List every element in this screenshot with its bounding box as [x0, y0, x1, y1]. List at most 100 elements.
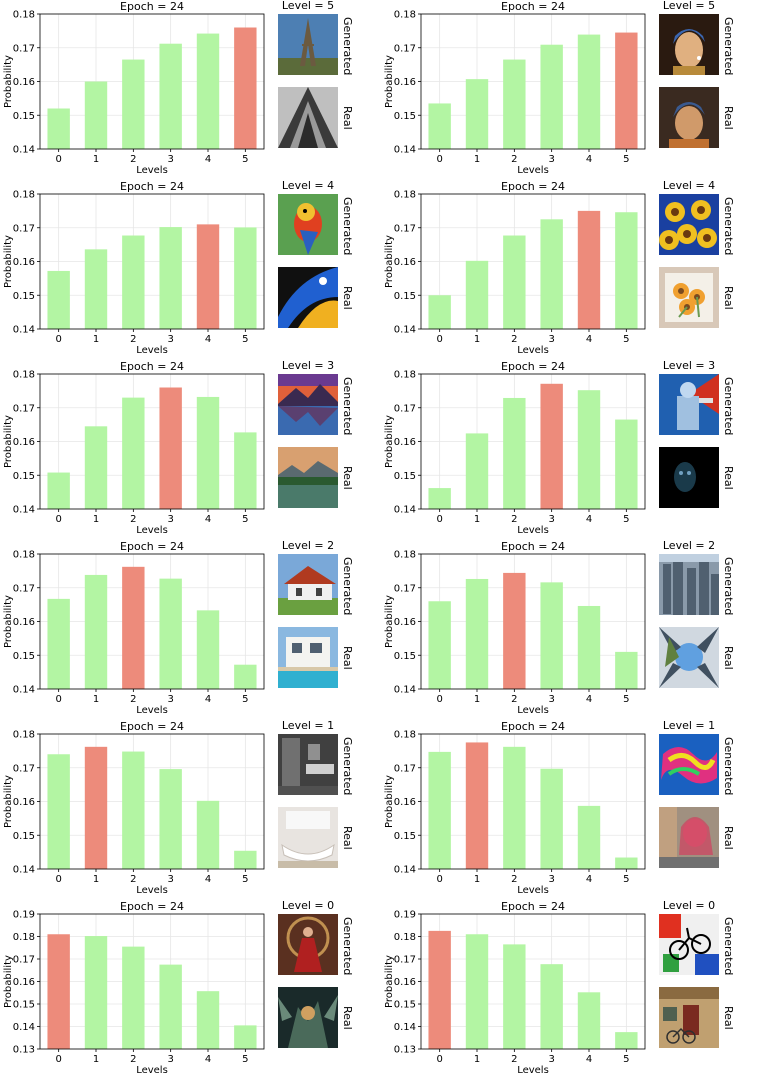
- chart-title: Epoch = 24: [120, 720, 184, 733]
- generated-image: [659, 374, 719, 435]
- y-tick-label: 0.15: [394, 831, 416, 842]
- y-tick-label: 0.18: [13, 10, 35, 21]
- x-tick-label: 2: [511, 334, 517, 345]
- y-tick-label: 0.15: [13, 471, 35, 482]
- x-axis-label: Levels: [136, 885, 168, 896]
- level-label: Level = 4: [281, 179, 335, 192]
- y-tick-label: 0.16: [13, 437, 35, 448]
- x-tick-label: 3: [548, 334, 554, 345]
- y-tick-label: 0.15: [394, 291, 416, 302]
- generated-label: Generated: [341, 197, 354, 256]
- bar: [159, 578, 182, 689]
- level-label: Level = 1: [281, 719, 335, 732]
- x-tick-label: 2: [130, 1054, 136, 1065]
- x-tick-label: 3: [167, 334, 173, 345]
- generated-label: Generated: [341, 557, 354, 616]
- x-tick-label: 3: [167, 154, 173, 165]
- x-tick-label: 3: [548, 154, 554, 165]
- y-tick-label: 0.16: [394, 797, 416, 808]
- house-red-roof-icon: [278, 554, 338, 615]
- bar: [540, 964, 563, 1049]
- x-tick-label: 5: [242, 154, 248, 165]
- chart-panel: 0.14 0.15 0.16 0.17 0.18 0 1 2 3 4 5 Epoch = 24 Leve…: [381, 719, 762, 899]
- bar: [428, 601, 451, 689]
- generated-image: [278, 374, 338, 435]
- pearl-earring-painting-icon: [659, 14, 719, 75]
- y-tick-label: 0.18: [394, 730, 416, 741]
- real-label: Real: [722, 646, 735, 670]
- y-tick-label: 0.14: [394, 685, 416, 696]
- chart-panel: 0.14 0.15 0.16 0.17 0.18 0 1 2 3 4 5 Epoch = 24 Leve…: [0, 0, 381, 179]
- y-tick-label: 0.15: [394, 471, 416, 482]
- y-tick-label: 0.17: [394, 223, 416, 234]
- chart-title: Epoch = 24: [120, 360, 184, 373]
- y-tick-label: 0.18: [13, 932, 35, 943]
- real-label: Real: [722, 106, 735, 130]
- bar: [84, 426, 108, 509]
- y-tick-label: 0.14: [13, 685, 35, 696]
- x-tick-label: 4: [586, 154, 592, 165]
- y-tick-label: 0.14: [13, 505, 35, 516]
- bar-highlighted: [577, 210, 601, 329]
- x-tick-label: 4: [586, 1054, 592, 1065]
- y-tick-label: 0.16: [394, 617, 416, 628]
- bar-chart: 0.14 0.15 0.16 0.17 0.18 0 1 2 3 4 5 Epoch = 24 Leve…: [3, 180, 265, 356]
- bar: [428, 295, 451, 329]
- bar: [540, 768, 563, 869]
- chart-title: Epoch = 24: [501, 180, 565, 193]
- bar: [122, 751, 145, 869]
- real-label: Real: [341, 1006, 354, 1030]
- generated-label: Generated: [722, 197, 735, 256]
- chart-title: Epoch = 24: [120, 540, 184, 553]
- bar: [503, 944, 526, 1049]
- x-tick-label: 0: [55, 514, 61, 525]
- bar: [234, 850, 257, 869]
- bar: [47, 270, 70, 329]
- real-label: Real: [722, 826, 735, 850]
- bar-chart: 0.14 0.15 0.16 0.17 0.18 0 1 2 3 4 5 Epoch = 24 Leve…: [384, 180, 646, 356]
- bar-highlighted: [159, 387, 182, 509]
- bar: [159, 769, 182, 869]
- x-tick-label: 1: [93, 154, 99, 165]
- bar: [577, 34, 601, 149]
- bar: [122, 946, 145, 1049]
- level-label: Level = 3: [281, 359, 335, 372]
- dancer-fantasy-art-icon: [278, 914, 338, 975]
- bar: [84, 81, 108, 149]
- bar: [615, 1032, 638, 1049]
- generated-label: Generated: [722, 557, 735, 616]
- x-tick-label: 4: [205, 154, 211, 165]
- generated-label: Generated: [341, 917, 354, 976]
- city-fisheye-icon: [659, 627, 719, 688]
- bar-highlighted: [540, 383, 563, 509]
- bar: [196, 33, 220, 150]
- y-tick-label: 0.17: [394, 583, 416, 594]
- bar-highlighted: [465, 742, 489, 869]
- x-tick-label: 5: [242, 874, 248, 885]
- y-tick-label: 0.17: [13, 955, 35, 966]
- y-tick-label: 0.15: [394, 111, 416, 122]
- y-tick-label: 0.17: [394, 763, 416, 774]
- bar-chart: 0.14 0.15 0.16 0.17 0.18 0 1 2 3 4 5 Epoch = 24 Leve…: [3, 720, 265, 896]
- x-tick-label: 0: [55, 694, 61, 705]
- chart-title: Epoch = 24: [501, 540, 565, 553]
- parrot-painting-icon: [278, 194, 338, 255]
- real-label: Real: [341, 646, 354, 670]
- bar-highlighted: [503, 572, 526, 689]
- x-tick-label: 2: [511, 514, 517, 525]
- bathroom-dark-icon: [278, 734, 338, 795]
- eiffel-tower-bw-photo-icon: [278, 87, 338, 148]
- bar: [84, 249, 108, 329]
- y-tick-label: 0.16: [13, 797, 35, 808]
- bar: [465, 578, 489, 689]
- generated-image: [659, 554, 719, 615]
- x-tick-label: 0: [55, 874, 61, 885]
- x-tick-label: 4: [586, 874, 592, 885]
- bar: [122, 59, 145, 149]
- x-tick-label: 1: [474, 694, 480, 705]
- robot-warrior-art-icon: [659, 374, 719, 435]
- mountain-lake-sunset-icon: [278, 374, 338, 435]
- generated-image: [278, 14, 338, 75]
- level-label: Level = 0: [662, 899, 716, 912]
- x-axis-label: Levels: [517, 705, 549, 716]
